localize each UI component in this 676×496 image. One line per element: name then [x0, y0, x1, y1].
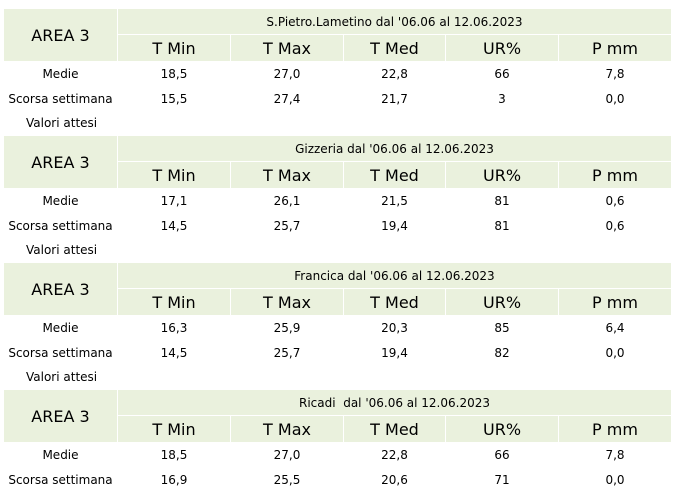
table-row-medie: Medie 16,3 25,9 20,3 85 6,4	[4, 315, 671, 340]
table-row-medie: Medie 18,5 27,0 22,8 66 7,8	[4, 442, 671, 467]
value-tmin: 17,1	[160, 193, 188, 208]
area-label: AREA 3	[31, 279, 90, 299]
row-label: Scorsa settimana	[8, 218, 113, 233]
area-label: AREA 3	[31, 406, 90, 426]
row-label: Scorsa settimana	[8, 91, 113, 106]
table-row-scorsa-settimana: Scorsa settimana 14,5 25,7 19,4 82 0,0	[4, 340, 671, 365]
value-tmed: 20,6	[381, 472, 408, 487]
value-tmin: 16,9	[160, 472, 188, 487]
value-tmin: 16,3	[160, 320, 188, 335]
row-label: Scorsa settimana	[8, 472, 113, 487]
table-row-scorsa-settimana: Scorsa settimana 14,5 25,7 19,4 81 0,6	[4, 213, 671, 238]
station-title: S.Pietro.Lametino dal '06.06 al 12.06.20…	[266, 14, 523, 29]
table-header: AREA 3 S.Pietro.Lametino dal '06.06 al 1…	[4, 9, 671, 61]
col-header-tmed: T Med	[370, 292, 419, 312]
value-tmed: 22,8	[381, 447, 408, 462]
value-tmin: 18,5	[160, 66, 188, 81]
table-row-medie: Medie 17,1 26,1 21,5 81 0,6	[4, 188, 671, 213]
value-tmin: 14,5	[160, 218, 188, 233]
col-header-tmax: T Max	[263, 38, 311, 58]
value-tmax: 25,5	[273, 472, 301, 487]
area-table-gizzeria: AREA 3 Gizzeria dal '06.06 al 12.06.2023…	[4, 136, 671, 257]
expected-values-label: Valori attesi	[26, 369, 98, 384]
value-pmm: 0,6	[605, 218, 625, 233]
col-header-pmm: P mm	[592, 165, 638, 185]
table-row-scorsa-settimana: Scorsa settimana 16,9 25,5 20,6 71 0,0	[4, 467, 671, 492]
col-header-tmed: T Med	[370, 38, 419, 58]
col-header-pmm: P mm	[592, 38, 638, 58]
col-header-tmax: T Max	[263, 165, 311, 185]
col-header-tmin: T Min	[152, 419, 196, 439]
value-tmax: 27,4	[273, 91, 301, 106]
col-header-ur: UR%	[482, 165, 522, 185]
col-header-ur: UR%	[482, 38, 522, 58]
station-title: Francica dal '06.06 al 12.06.2023	[294, 268, 495, 283]
value-ur: 85	[494, 320, 510, 335]
value-pmm: 0,0	[605, 91, 625, 106]
row-label: Medie	[42, 66, 79, 81]
value-ur: 66	[494, 447, 510, 462]
col-header-tmin: T Min	[152, 292, 196, 312]
value-tmed: 19,4	[381, 345, 408, 360]
table-row-medie: Medie 18,5 27,0 22,8 66 7,8	[4, 61, 671, 86]
col-header-pmm: P mm	[592, 419, 638, 439]
value-ur: 3	[498, 91, 506, 106]
value-ur: 82	[494, 345, 510, 360]
value-ur: 66	[494, 66, 510, 81]
col-header-tmax: T Max	[263, 419, 311, 439]
value-tmin: 18,5	[160, 447, 188, 462]
station-title: Ricadi dal '06.06 al 12.06.2023	[299, 395, 490, 410]
value-pmm: 6,4	[605, 320, 625, 335]
area-label: AREA 3	[31, 25, 90, 45]
col-header-pmm: P mm	[592, 292, 638, 312]
value-tmed: 20,3	[381, 320, 408, 335]
table-header: AREA 3 Ricadi dal '06.06 al 12.06.2023 T…	[4, 390, 671, 442]
row-label: Medie	[42, 193, 79, 208]
value-pmm: 0,0	[605, 472, 625, 487]
expected-values-label: Valori attesi	[26, 242, 98, 257]
col-header-ur: UR%	[482, 292, 522, 312]
value-pmm: 7,8	[605, 447, 625, 462]
value-tmed: 22,8	[381, 66, 408, 81]
value-tmed: 21,5	[381, 193, 408, 208]
value-tmax: 25,7	[273, 218, 301, 233]
row-label: Medie	[42, 447, 79, 462]
area-table-ricadi: AREA 3 Ricadi dal '06.06 al 12.06.2023 T…	[4, 390, 671, 494]
value-tmed: 19,4	[381, 218, 408, 233]
table-row-scorsa-settimana: Scorsa settimana 15,5 27,4 21,7 3 0,0	[4, 86, 671, 111]
value-tmax: 27,0	[273, 447, 301, 462]
col-header-ur: UR%	[482, 419, 522, 439]
value-tmed: 21,7	[381, 91, 408, 106]
value-tmin: 14,5	[160, 345, 188, 360]
table-header: AREA 3 Gizzeria dal '06.06 al 12.06.2023…	[4, 136, 671, 188]
value-ur: 71	[494, 472, 510, 487]
table-header: AREA 3 Francica dal '06.06 al 12.06.2023…	[4, 263, 671, 315]
value-pmm: 0,0	[605, 345, 625, 360]
value-ur: 81	[494, 193, 510, 208]
value-tmin: 15,5	[160, 91, 188, 106]
col-header-tmin: T Min	[152, 38, 196, 58]
value-pmm: 7,8	[605, 66, 625, 81]
row-label: Scorsa settimana	[8, 345, 113, 360]
value-tmax: 26,1	[273, 193, 301, 208]
area-table-francica: AREA 3 Francica dal '06.06 al 12.06.2023…	[4, 263, 671, 384]
station-title: Gizzeria dal '06.06 al 12.06.2023	[295, 141, 494, 156]
value-tmax: 25,9	[273, 320, 301, 335]
row-label: Medie	[42, 320, 79, 335]
col-header-tmed: T Med	[370, 165, 419, 185]
value-pmm: 0,6	[605, 193, 625, 208]
col-header-tmin: T Min	[152, 165, 196, 185]
value-tmax: 25,7	[273, 345, 301, 360]
area-table-san-pietro: AREA 3 S.Pietro.Lametino dal '06.06 al 1…	[4, 9, 671, 130]
value-tmax: 27,0	[273, 66, 301, 81]
expected-values-label: Valori attesi	[26, 115, 98, 130]
col-header-tmax: T Max	[263, 292, 311, 312]
area-label: AREA 3	[31, 152, 90, 172]
col-header-tmed: T Med	[370, 419, 419, 439]
value-ur: 81	[494, 218, 510, 233]
